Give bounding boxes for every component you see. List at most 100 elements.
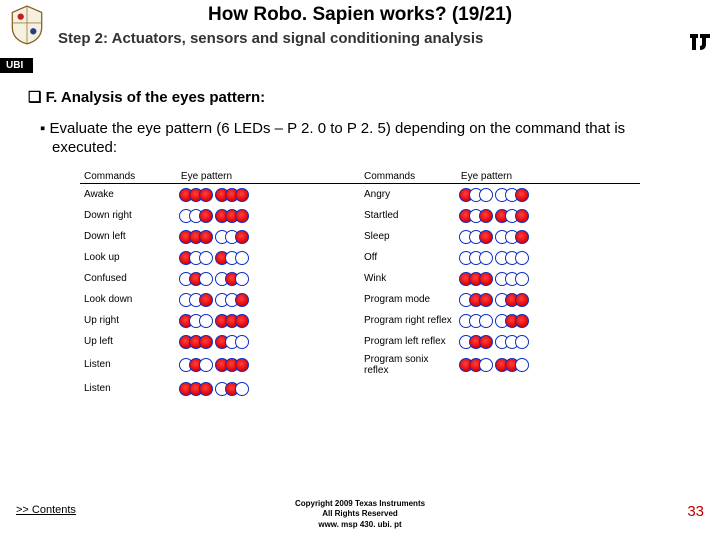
copyright-line-2: All Rights Reserved (0, 509, 720, 519)
cell-command: Down right (80, 205, 177, 226)
led-icon (515, 293, 529, 307)
th-pattern-1: Eye pattern (177, 170, 360, 184)
bullet-text: Evaluate the eye pattern (6 LEDs – P 2. … (50, 120, 626, 156)
cell-pattern (177, 247, 360, 268)
table-row: Down right Startled (80, 205, 640, 226)
cell-pattern (177, 226, 360, 247)
cell-pattern (177, 378, 360, 399)
cell-command: Wink (360, 268, 457, 289)
led-icon (479, 293, 493, 307)
led-icon (199, 314, 213, 328)
led-icon (515, 314, 529, 328)
led-icon (235, 335, 249, 349)
table-row: ListenProgram sonix reflex (80, 352, 640, 378)
cell-pattern (177, 289, 360, 310)
cell-command: Program mode (360, 289, 457, 310)
cell-command: Sleep (360, 226, 457, 247)
cell-command: Program sonix reflex (360, 352, 457, 378)
th-commands-1: Commands (80, 170, 177, 184)
cell-command: Down left (80, 226, 177, 247)
led-icon (515, 272, 529, 286)
copyright-block: Copyright 2009 Texas Instruments All Rig… (0, 499, 720, 530)
cell-pattern (177, 183, 360, 205)
eye-pattern-table: Commands Eye pattern Commands Eye patter… (80, 170, 640, 399)
cell-command: Off (360, 247, 457, 268)
led-icon (199, 293, 213, 307)
slide-content: ❑ F. Analysis of the eyes pattern: ▪ Eva… (0, 78, 720, 399)
table-row: Down left Sleep (80, 226, 640, 247)
cell-command: Confused (80, 268, 177, 289)
ti-logo-icon (686, 28, 714, 56)
led-icon (515, 358, 529, 372)
cell-pattern (457, 183, 640, 205)
cell-command: Awake (80, 183, 177, 205)
cell-pattern (177, 205, 360, 226)
cell-pattern (457, 268, 640, 289)
table-row: Look up Off (80, 247, 640, 268)
led-icon (515, 188, 529, 202)
table-row: Awake Angry (80, 183, 640, 205)
led-icon (199, 382, 213, 396)
cell-pattern (177, 268, 360, 289)
cell-pattern (177, 310, 360, 331)
led-icon (235, 209, 249, 223)
led-icon (479, 251, 493, 265)
section-heading: ❑ F. Analysis of the eyes pattern: (28, 88, 692, 106)
page-number: 33 (687, 503, 704, 520)
bullet-line: ▪ Evaluate the eye pattern (6 LEDs – P 2… (28, 120, 692, 158)
slide-title: How Robo. Sapien works? (19/21) (0, 0, 720, 26)
cell-command: Look up (80, 247, 177, 268)
cell-pattern (177, 331, 360, 352)
led-icon (515, 209, 529, 223)
th-commands-2: Commands (360, 170, 457, 184)
led-icon (199, 209, 213, 223)
cell-pattern (457, 289, 640, 310)
led-icon (479, 230, 493, 244)
cell-pattern (457, 310, 640, 331)
led-icon (199, 358, 213, 372)
cell-pattern (457, 226, 640, 247)
slide-subtitle: Step 2: Actuators, sensors and signal co… (0, 26, 720, 47)
cell-command (360, 378, 457, 399)
led-icon (235, 314, 249, 328)
led-icon (479, 209, 493, 223)
cell-pattern (457, 205, 640, 226)
led-icon (479, 272, 493, 286)
cell-command: Program right reflex (360, 310, 457, 331)
table-row: Up right Program right reflex (80, 310, 640, 331)
th-pattern-2: Eye pattern (457, 170, 640, 184)
led-icon (235, 382, 249, 396)
led-icon (515, 251, 529, 265)
ubi-badge: UBI (0, 58, 33, 73)
table-row: Confused Wink (80, 268, 640, 289)
cell-command: Up right (80, 310, 177, 331)
led-icon (479, 358, 493, 372)
led-icon (199, 188, 213, 202)
led-icon (235, 230, 249, 244)
led-icon (479, 188, 493, 202)
table-row: Up leftProgram left reflex (80, 331, 640, 352)
section-prefix: ❑ F. (28, 89, 57, 106)
cell-command: Startled (360, 205, 457, 226)
led-icon (479, 335, 493, 349)
copyright-url: www. msp 430. ubi. pt (0, 520, 720, 530)
cell-pattern (457, 378, 640, 399)
bullet-mark: ▪ (40, 120, 45, 137)
cell-pattern (457, 352, 640, 378)
led-icon (235, 251, 249, 265)
cell-pattern (457, 331, 640, 352)
slide-header: How Robo. Sapien works? (19/21) Step 2: … (0, 0, 720, 78)
led-icon (235, 272, 249, 286)
cell-pattern (457, 247, 640, 268)
led-icon (199, 272, 213, 286)
led-icon (199, 230, 213, 244)
led-icon (199, 335, 213, 349)
section-title: Analysis of the eyes pattern: (61, 89, 265, 106)
cell-command: Listen (80, 378, 177, 399)
led-icon (235, 188, 249, 202)
crest-logo-icon (6, 4, 48, 46)
led-icon (235, 358, 249, 372)
table-row: Listen (80, 378, 640, 399)
cell-command: Angry (360, 183, 457, 205)
led-icon (479, 314, 493, 328)
